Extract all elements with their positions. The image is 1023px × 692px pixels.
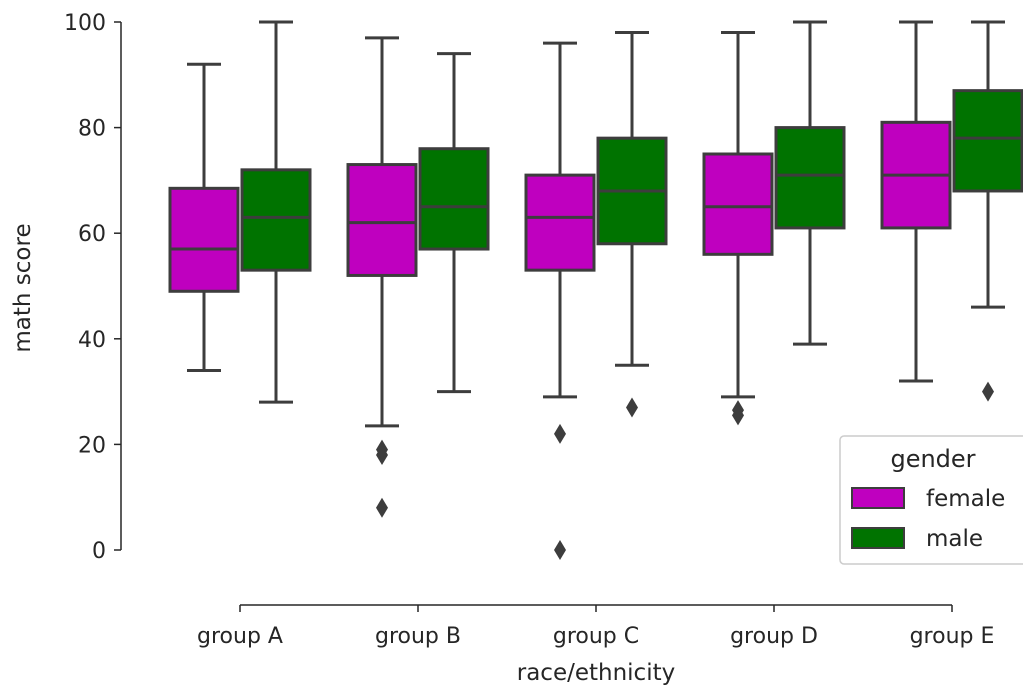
box-male-group-E: [952, 20, 1023, 402]
y-tick-label: 100: [64, 11, 106, 36]
box-female-group-E: [880, 20, 952, 383]
iqr-box: [774, 126, 846, 230]
iqr-box: [240, 168, 312, 272]
outlier-point: [982, 381, 994, 402]
x-tick-label: group C: [553, 624, 639, 649]
box-male-group-B: [418, 52, 490, 394]
box-female-group-B: [346, 36, 418, 518]
box-female-group-C: [524, 41, 596, 560]
x-tick-label: group D: [730, 624, 818, 649]
legend-title: gender: [890, 445, 975, 473]
y-tick-label: 80: [78, 117, 106, 142]
iqr-box: [168, 186, 240, 293]
x-axis-title: race/ethnicity: [517, 660, 675, 686]
box-female-group-A: [168, 62, 240, 372]
box-male-group-C: [596, 31, 668, 418]
y-tick-label: 0: [92, 539, 106, 564]
x-tick-label: group E: [910, 624, 995, 649]
legend-swatch-male: [851, 527, 905, 549]
plot-area: [168, 20, 1023, 560]
legend: gender female male: [839, 435, 1023, 565]
outlier-point: [732, 400, 744, 421]
y-tick-label: 20: [78, 433, 106, 458]
outlier-point: [626, 397, 638, 418]
y-tick-label: 60: [78, 222, 106, 247]
box-male-group-D: [774, 20, 846, 346]
iqr-box: [702, 152, 774, 256]
x-axis: group A group B group C group D group E: [197, 604, 995, 649]
y-axis: 0 20 40 60 80 100: [64, 11, 122, 564]
iqr-box: [418, 147, 490, 251]
outlier-point: [554, 540, 566, 560]
legend-label-female: female: [926, 486, 1005, 512]
iqr-box: [346, 163, 418, 277]
iqr-box: [952, 89, 1023, 193]
y-tick-label: 40: [78, 328, 106, 353]
x-tick-label: group A: [197, 624, 283, 649]
x-tick-label: group B: [375, 624, 461, 649]
iqr-box: [524, 173, 596, 272]
legend-label-male: male: [926, 526, 983, 552]
outlier-point: [376, 497, 388, 518]
outlier-point: [376, 439, 388, 460]
y-axis-title: math score: [10, 223, 36, 352]
box-male-group-A: [240, 20, 312, 404]
legend-swatch-female: [851, 487, 905, 509]
box-female-group-D: [702, 31, 774, 426]
outlier-point: [554, 423, 566, 444]
